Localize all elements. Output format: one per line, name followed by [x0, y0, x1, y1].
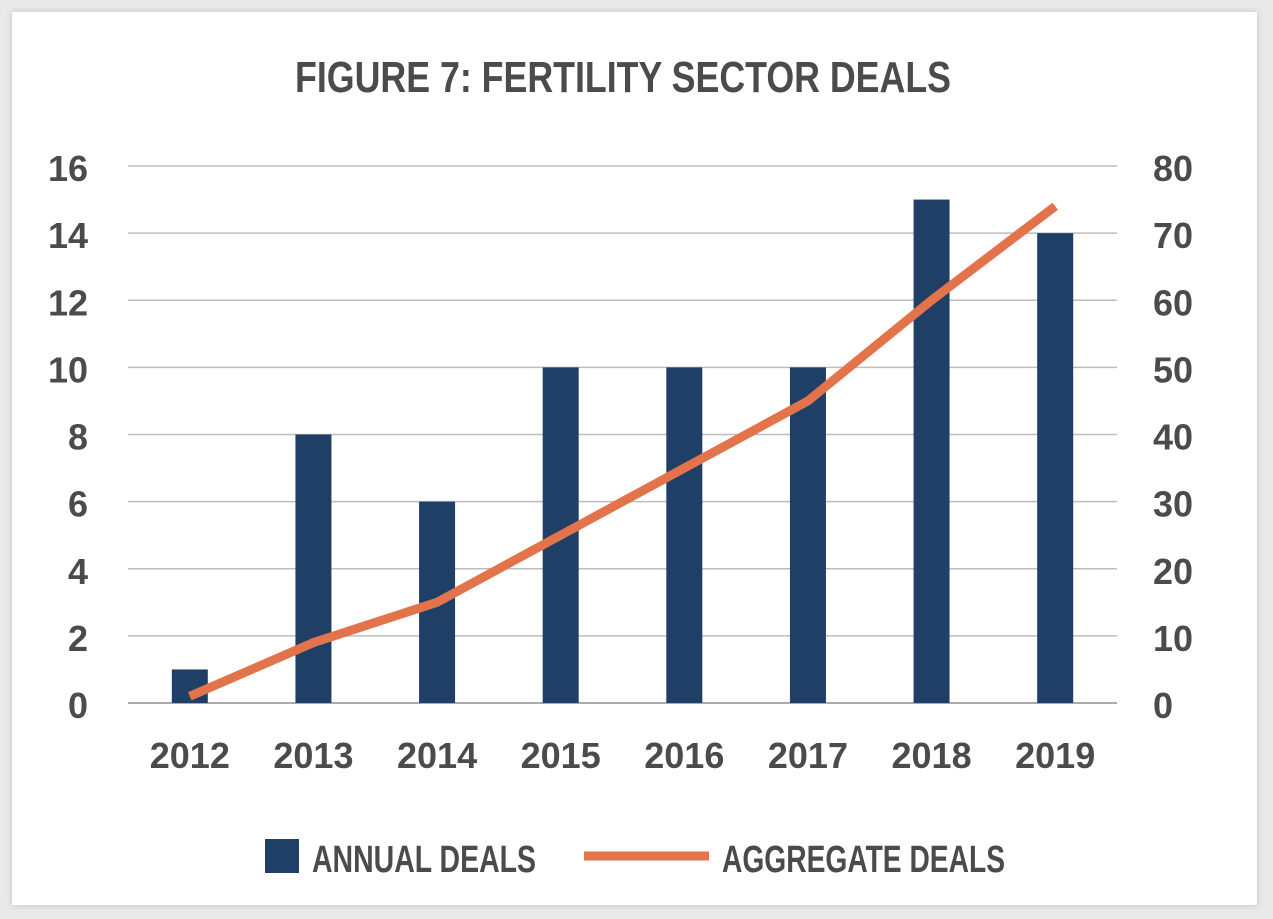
aggregate-point-2014 [436, 601, 438, 603]
bar-2016 [666, 367, 703, 703]
left-tick-label: 16 [48, 148, 88, 189]
grid [128, 165, 1117, 704]
x-tick-label: 2019 [1015, 735, 1095, 776]
left-tick-label: 14 [48, 215, 88, 256]
right-tick-label: 10 [1153, 618, 1193, 659]
legend-annual-deals-label: ANNUAL DEALS [312, 839, 536, 881]
right-tick-label: 40 [1153, 417, 1193, 458]
bar-2019 [1037, 233, 1074, 703]
right-tick-label: 20 [1153, 551, 1193, 592]
right-y-axis: 0 10 20 30 40 50 60 70 80 [1153, 148, 1193, 726]
aggregate-deals-line [188, 202, 1058, 701]
right-tick-label: 30 [1153, 484, 1193, 525]
aggregate-deals-line-group [188, 202, 1058, 701]
right-tick-label: 80 [1153, 148, 1193, 189]
aggregate-point-2012 [189, 695, 191, 697]
x-tick-label: 2016 [644, 735, 724, 776]
legend: ANNUAL DEALS AGGREGATE DEALS [265, 839, 1005, 881]
legend-aggregate-deals-label: AGGREGATE DEALS [722, 839, 1005, 881]
left-tick-label: 6 [68, 484, 88, 525]
left-tick-label: 10 [48, 349, 88, 390]
annual-deals-bars [171, 199, 1074, 703]
aggregate-point-2013 [312, 642, 314, 644]
x-tick-label: 2013 [273, 735, 353, 776]
right-tick-label: 0 [1153, 685, 1173, 726]
bar-2017 [789, 367, 826, 703]
right-tick-label: 70 [1153, 215, 1193, 256]
aggregate-point-2017 [807, 400, 809, 402]
aggregate-point-2018 [931, 299, 933, 301]
x-tick-label: 2012 [150, 735, 230, 776]
aggregate-point-2019 [1054, 205, 1056, 207]
right-tick-label: 60 [1153, 282, 1193, 323]
aggregate-point-2016 [683, 467, 685, 469]
x-tick-label: 2018 [892, 735, 972, 776]
left-tick-label: 8 [68, 417, 88, 458]
bar-2018 [913, 199, 950, 703]
aggregate-point-2015 [560, 534, 562, 536]
left-tick-label: 2 [68, 618, 88, 659]
bar-2013 [295, 434, 332, 703]
left-tick-label: 4 [68, 551, 88, 592]
left-y-axis: 0 2 4 6 8 10 12 14 16 [48, 148, 88, 726]
legend-annual-deals-swatch [265, 839, 299, 873]
left-tick-label: 12 [48, 282, 88, 323]
chart-title: FIGURE 7: FERTILITY SECTOR DEALS [295, 53, 951, 102]
x-axis: 2012 2013 2014 2015 2016 2017 2018 2019 [150, 735, 1095, 776]
right-tick-label: 50 [1153, 349, 1193, 390]
x-tick-label: 2015 [521, 735, 601, 776]
x-tick-label: 2014 [397, 735, 477, 776]
x-tick-label: 2017 [768, 735, 848, 776]
left-tick-label: 0 [68, 685, 88, 726]
